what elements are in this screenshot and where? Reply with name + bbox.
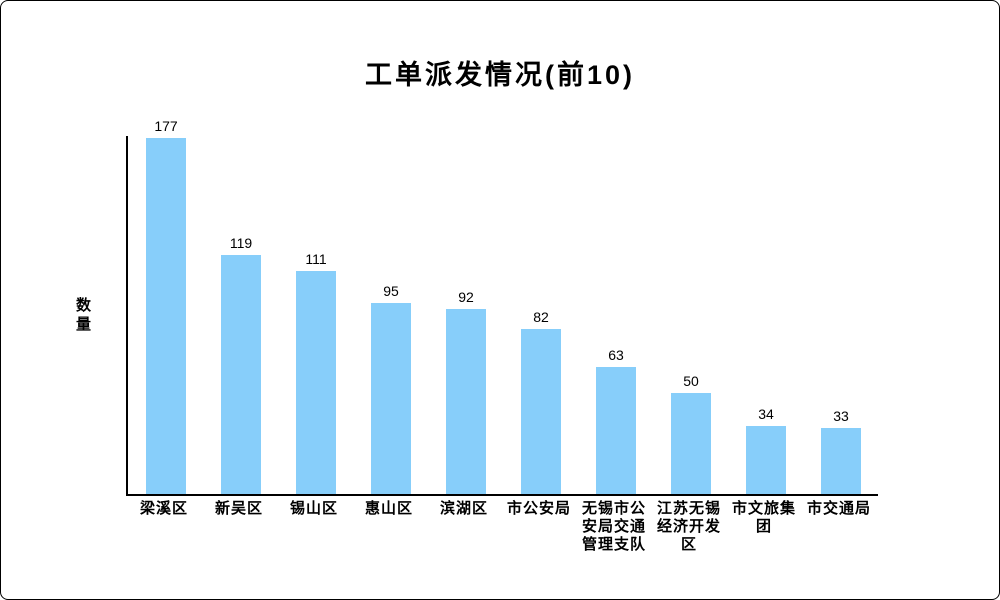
plot-area: 177 119 111 95 92 82 63 50 34 33	[126, 118, 878, 496]
x-axis-category-label: 新吴区	[214, 500, 263, 517]
bar[interactable]	[371, 303, 411, 494]
bar-value-label: 92	[458, 289, 474, 305]
bar-value-label: 34	[758, 406, 774, 422]
bar[interactable]	[296, 271, 336, 494]
x-axis-category-label: 市文旅集团	[731, 500, 796, 535]
bar-value-label: 82	[533, 309, 549, 325]
bar[interactable]	[446, 309, 486, 494]
bar[interactable]	[671, 393, 711, 494]
bar-value-label: 177	[154, 118, 178, 134]
x-axis-category-label: 无锡市公安局交通管理支队	[581, 500, 646, 553]
x-axis-category-label: 锡山区	[289, 500, 338, 517]
x-axis-category-label: 市公安局	[506, 500, 571, 517]
bar-value-label: 111	[305, 251, 327, 267]
x-axis-category-label: 市交通局	[806, 500, 871, 517]
bar-value-label: 50	[683, 373, 699, 389]
x-axis-category-label: 滨湖区	[439, 500, 488, 517]
bar[interactable]	[146, 138, 186, 494]
x-axis-category-label: 梁溪区	[139, 500, 188, 517]
bar[interactable]	[746, 426, 786, 494]
bar-value-label: 119	[229, 235, 253, 251]
bar[interactable]	[521, 329, 561, 494]
bar-value-label: 33	[833, 408, 849, 424]
bar[interactable]	[821, 428, 861, 494]
y-axis-label: 数量	[75, 297, 91, 333]
x-axis-category-label: 惠山区	[364, 500, 413, 517]
bar[interactable]	[596, 367, 636, 494]
x-axis-category-label: 江苏无锡经济开发区	[656, 500, 721, 553]
bar-value-label: 63	[608, 347, 624, 363]
bar[interactable]	[221, 255, 261, 494]
bar-value-label: 95	[383, 283, 399, 299]
chart-title: 工单派发情况(前10)	[364, 60, 635, 90]
